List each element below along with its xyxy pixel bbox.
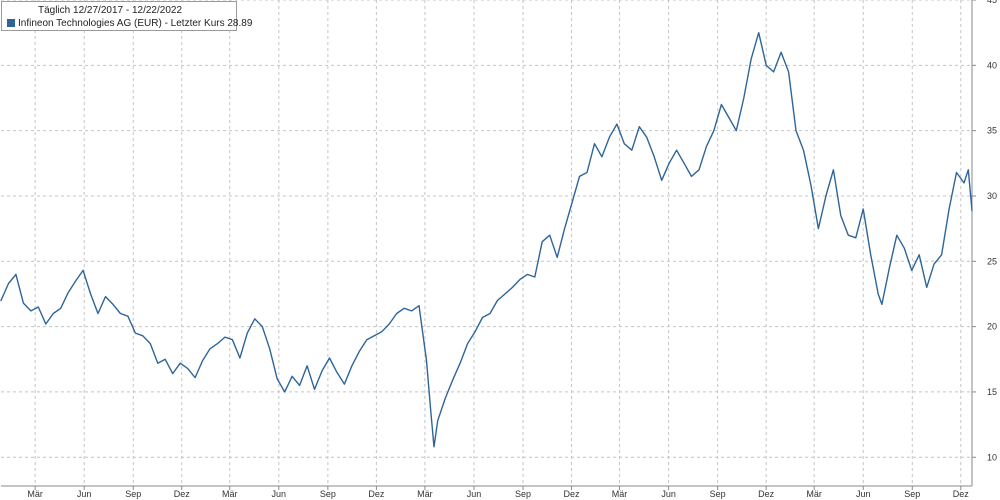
x-tick-label: Dez	[368, 489, 385, 499]
y-tick-label: 35	[987, 126, 997, 136]
x-tick-label: Sep	[710, 489, 726, 499]
y-tick-label: 15	[987, 387, 997, 397]
y-tick-label: 40	[987, 60, 997, 70]
y-tick-label: 25	[987, 256, 997, 266]
x-tick-label: Jun	[661, 489, 676, 499]
y-tick-label: 20	[987, 322, 997, 332]
tick-labels: 10 15 20 25 30 35 40 45 Mär Jun Sep Dez Mär Jun Sep Dez…	[27, 0, 997, 499]
x-tick-label: Mär	[417, 489, 433, 499]
x-tick-label: Jun	[272, 489, 287, 499]
y-tick-label: 45	[987, 0, 997, 5]
x-tick-label: Mär	[806, 489, 822, 499]
y-tick-label: 10	[987, 452, 997, 462]
x-tick-label: Jun	[467, 489, 482, 499]
plot-area	[1, 0, 972, 486]
x-tick-label: Mär	[27, 489, 43, 499]
x-tick-label: Sep	[904, 489, 920, 499]
legend: Täglich 12/27/2017 - 12/22/2022 Infineon…	[1, 1, 252, 31]
x-tick-label: Mär	[612, 489, 628, 499]
chart-title: Täglich 12/27/2017 - 12/22/2022	[38, 5, 182, 16]
x-tick-label: Jun	[856, 489, 871, 499]
x-tick-label: Dez	[174, 489, 191, 499]
x-tick-label: Mär	[222, 489, 238, 499]
x-tick-label: Sep	[125, 489, 141, 499]
legend-entry: Infineon Technologies AG (EUR) - Letzter…	[7, 18, 252, 29]
y-tick-label: 30	[987, 191, 997, 201]
x-tick-label: Dez	[564, 489, 581, 499]
legend-swatch	[7, 19, 15, 27]
x-tick-label: Dez	[758, 489, 775, 499]
x-tick-label: Sep	[320, 489, 336, 499]
series-line	[0, 32, 973, 448]
grid	[1, 0, 972, 486]
axes	[1, 0, 976, 490]
legend-label: Infineon Technologies AG (EUR) - Letzter…	[18, 18, 253, 29]
x-tick-label: Dez	[953, 489, 970, 499]
series-layer	[0, 32, 973, 448]
x-tick-label: Sep	[515, 489, 531, 499]
x-tick-label: Jun	[77, 489, 92, 499]
